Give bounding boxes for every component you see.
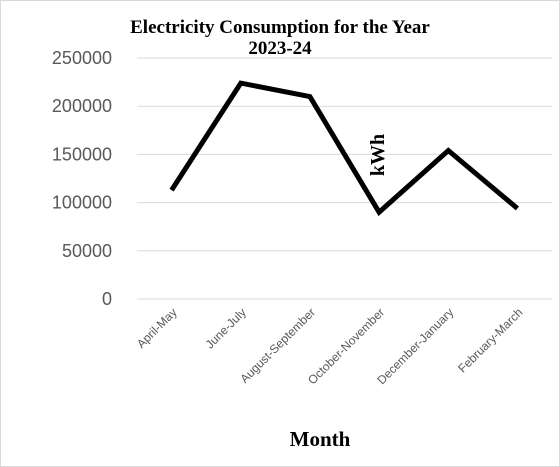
y-axis-title: kWh xyxy=(367,134,389,176)
y-axis-tick-labels: 0 50000 100000 150000 200000 250000 xyxy=(52,48,112,309)
x-tick-label: February-March xyxy=(455,305,525,375)
x-tick-label: April-May xyxy=(134,305,180,351)
gridlines xyxy=(137,57,552,300)
x-axis-tick-labels: April-May June-JulyAugust-SeptemberOctobe… xyxy=(134,305,526,387)
series-line xyxy=(169,80,520,217)
y-tick-label: 200000 xyxy=(52,96,112,116)
x-tick-label: June-July xyxy=(203,305,249,351)
series-lines xyxy=(169,80,520,217)
chart-title-line-1: Electricity Consumption for the Year xyxy=(130,17,430,38)
y-tick-label: 150000 xyxy=(52,144,112,164)
y-tick-label: 250000 xyxy=(52,48,112,68)
y-tick-label: 0 xyxy=(102,289,112,309)
y-tick-label: 50000 xyxy=(62,241,112,261)
chart-title-line-2: 2023-24 xyxy=(248,38,312,59)
y-tick-label: 100000 xyxy=(52,193,112,213)
x-tick-label: October-November xyxy=(305,305,387,387)
x-tick-label: August-September xyxy=(237,305,318,386)
x-axis-title: Month xyxy=(290,427,351,451)
x-tick-label: December-January xyxy=(374,305,456,387)
